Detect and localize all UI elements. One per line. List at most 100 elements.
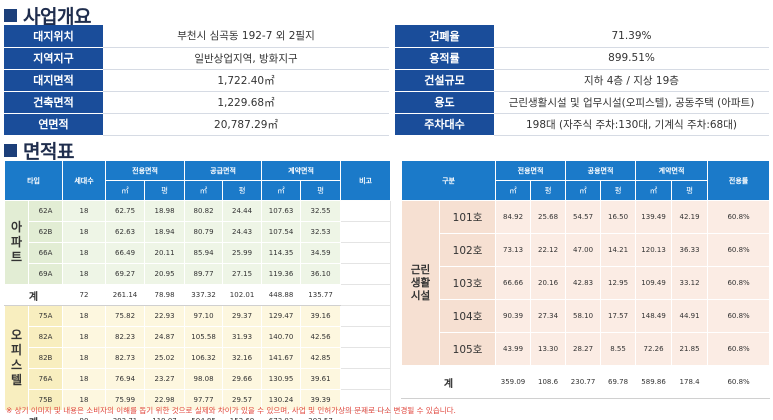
total-value: 337.32 — [184, 284, 224, 306]
value-cell: 109.49 — [635, 266, 673, 300]
value-cell: 18 — [62, 347, 107, 369]
unit-pyeong: 평 — [671, 180, 709, 201]
value-cell: 107.63 — [261, 200, 302, 222]
value-cell: 130.95 — [261, 368, 302, 390]
value-cell: 60.8% — [707, 299, 771, 333]
total-row: 계 72 261.14 78.98 337.32 102.01 448.88 135.77 — [3, 284, 392, 306]
value-cell: 62.75 — [105, 200, 146, 222]
value-cell: 82.73 — [105, 347, 146, 369]
unit-sqm: ㎡ — [565, 180, 602, 201]
total-value: 78.98 — [144, 284, 186, 306]
overview-value: 지하 4층 / 지상 19층 — [494, 69, 769, 92]
overview-row: 대지면적 1,722.40㎡ 건설규모 지하 4층 / 지상 19층 — [4, 69, 769, 92]
value-cell: 60.8% — [707, 266, 771, 300]
value-cell: 22.12 — [530, 233, 567, 267]
overview-value: 899.51% — [494, 47, 769, 70]
header-category: 구분 — [400, 160, 497, 201]
value-cell: 114.35 — [261, 242, 302, 264]
value-cell: 25.99 — [222, 242, 263, 264]
table-row: 102호 73.13 22.12 47.00 14.21 120.13 36.33 60.8% — [402, 233, 771, 267]
remark-cell — [340, 410, 392, 420]
header-contract: 계약면적 — [635, 160, 709, 181]
overview-label: 연면적 — [4, 113, 103, 136]
value-cell: 20.95 — [144, 263, 186, 285]
overview-label: 건설규모 — [395, 69, 494, 92]
total-label: 계 — [3, 284, 64, 306]
table-row: 76A 18 76.94 23.27 98.08 29.66 130.95 39.61 — [5, 368, 392, 390]
value-cell: 16.50 — [600, 200, 637, 234]
room-cell: 104호 — [438, 299, 497, 333]
overview-value: 부천시 심곡동 192-7 외 2필지 — [103, 25, 389, 48]
table-row: 69A 18 69.27 20.95 89.77 27.15 119.36 36.10 — [5, 263, 392, 285]
value-cell: 141.67 — [261, 347, 302, 369]
value-cell: 69.27 — [105, 263, 146, 285]
overview-label: 용도 — [395, 91, 494, 114]
value-cell: 18 — [62, 326, 107, 348]
value-cell: 24.44 — [222, 200, 263, 222]
value-cell: 42.83 — [565, 266, 602, 300]
overview-label: 용적률 — [395, 47, 494, 70]
area-title: 면적표 — [23, 141, 74, 163]
type-cell: 62A — [27, 200, 64, 222]
header-contract: 계약면적 — [261, 160, 342, 181]
value-cell: 36.10 — [300, 263, 342, 285]
total-label: 계 — [400, 365, 497, 399]
table-row: 오 피 스 텔 75A 18 75.82 22.93 97.10 29.37 129.47 39.16 — [4, 305, 392, 411]
table-row: 75B 18 75.99 22.98 97.77 29.57 130.24 39.39 — [5, 389, 392, 411]
value-cell: 60.8% — [707, 233, 771, 267]
overview-value: 근린생활시설 및 업무시설(오피스텔), 공동주택 (아파트) — [494, 91, 769, 114]
unit-pyeong: 평 — [530, 180, 567, 201]
value-cell: 76.94 — [105, 368, 146, 390]
value-cell: 20.16 — [530, 266, 567, 300]
value-cell: 25.68 — [530, 200, 567, 234]
value-cell: 58.10 — [565, 299, 602, 333]
overview-section-title: 사업개요 — [4, 2, 91, 29]
header-common: 공용면적 — [565, 160, 637, 181]
table-row: 105호 43.99 13.30 28.27 8.55 72.26 21.85 60.8% — [402, 332, 771, 366]
value-cell: 27.15 — [222, 263, 263, 285]
unit-sqm: ㎡ — [495, 180, 532, 201]
type-cell: 75B — [27, 389, 64, 411]
value-cell: 98.08 — [184, 368, 224, 390]
value-cell: 25.02 — [144, 347, 186, 369]
value-cell: 42.19 — [671, 200, 709, 234]
value-cell: 28.27 — [565, 332, 602, 366]
value-cell: 140.70 — [261, 326, 302, 348]
room-cell: 102호 — [438, 233, 497, 267]
total-value: 203.57 — [300, 410, 342, 420]
total-value: 135.77 — [300, 284, 342, 306]
total-row: 계 359.09 108.6 230.77 69.78 589.86 178.4 60.8% — [400, 365, 771, 399]
value-cell: 21.85 — [671, 332, 709, 366]
table-row: 103호 66.66 20.16 42.83 12.95 109.49 33.12 60.8% — [402, 266, 771, 300]
total-value: 359.09 — [495, 365, 532, 399]
total-value: 72 — [62, 284, 107, 306]
overview-value: 71.39% — [494, 25, 769, 48]
value-cell: 8.55 — [600, 332, 637, 366]
total-value: 261.14 — [105, 284, 146, 306]
overview-value: 일반상업지역, 방화지구 — [103, 47, 389, 70]
value-cell: 60.8% — [707, 332, 771, 366]
value-cell: 42.56 — [300, 326, 342, 348]
value-cell: 18 — [62, 200, 107, 222]
value-cell: 43.99 — [495, 332, 532, 366]
overview-value: 1,722.40㎡ — [103, 69, 389, 92]
table-row: 62B 18 62.63 18.94 80.79 24.43 107.54 32.53 — [5, 221, 392, 243]
value-cell: 23.27 — [144, 368, 186, 390]
remark-cell — [340, 305, 392, 327]
table-row: 82A 18 82.23 24.87 105.58 31.93 140.70 42.56 — [5, 326, 392, 348]
remark-cell — [340, 389, 392, 411]
remark-cell — [340, 368, 392, 390]
value-cell: 13.30 — [530, 332, 567, 366]
value-cell: 18 — [62, 221, 107, 243]
value-cell: 29.66 — [222, 368, 263, 390]
value-cell: 18 — [62, 263, 107, 285]
overview-row: 지역지구 일반상업지역, 방화지구 용적률 899.51% — [4, 47, 769, 70]
remark-cell — [340, 200, 392, 222]
total-value: 69.78 — [600, 365, 637, 399]
value-cell: 39.39 — [300, 389, 342, 411]
value-cell: 72.26 — [635, 332, 673, 366]
header-remark: 비고 — [340, 160, 392, 201]
value-cell: 29.57 — [222, 389, 263, 411]
footnote: ※ 상기 이미지 및 내용은 소비자의 이해를 돕기 위한 것으로 실제와 차이… — [6, 406, 456, 415]
overview-label: 대지면적 — [4, 69, 103, 92]
